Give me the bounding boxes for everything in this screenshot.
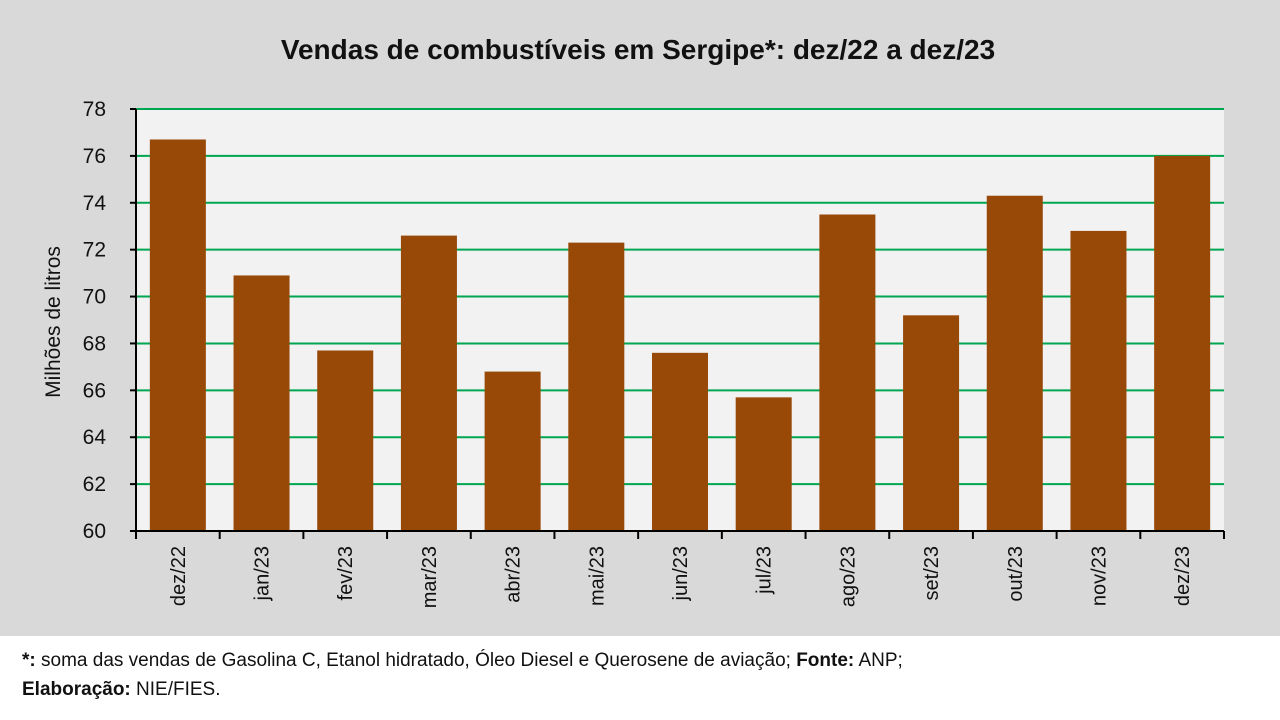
y-tick-label: 78	[83, 98, 106, 121]
y-tick-label: 70	[83, 286, 106, 309]
x-tick-label: jun/23	[670, 546, 692, 602]
bar-dez-22	[149, 139, 206, 531]
x-tick-label: ago/23	[837, 546, 859, 607]
footnote-line-2: Elaboração: NIE/FIES.	[22, 675, 1280, 704]
footnote-source-label: Fonte:	[796, 650, 855, 671]
bar-dez-23	[1154, 155, 1211, 531]
x-tick-label: set/23	[921, 546, 943, 600]
y-tick-label: 72	[83, 239, 106, 262]
bar-chart: 60 62 64 66 68 70 72 74 76 78 Milhões de litros dez…	[42, 98, 1225, 608]
y-tick-label: 60	[83, 520, 106, 543]
y-tick-label: 62	[83, 473, 106, 496]
x-tick-label: nov/23	[1088, 546, 1110, 606]
x-tick-label: dez/23	[1172, 546, 1194, 606]
footnote-line-1: *: soma das vendas de Gasolina C, Etanol…	[22, 646, 1280, 675]
bar-out-23	[986, 195, 1043, 531]
y-tick-label: 74	[83, 192, 107, 215]
x-tick-label: abr/23	[503, 546, 525, 603]
y-tick-label: 66	[83, 379, 106, 402]
y-tick-label: 76	[83, 145, 106, 168]
bar-ago-23	[819, 214, 876, 531]
footnote-source-value: ANP;	[854, 650, 903, 671]
bar-jan-23	[233, 275, 290, 531]
x-tick-label: dez/22	[168, 546, 190, 606]
y-tick-label: 64	[83, 426, 107, 449]
bar-mai-23	[568, 242, 625, 531]
y-tick-label: 68	[83, 332, 106, 355]
footnote-description: soma das vendas de Gasolina C, Etanol hi…	[35, 650, 797, 671]
y-axis-label: Milhões de litros	[42, 246, 65, 398]
bar-jul-23	[735, 397, 792, 531]
chart-area: Vendas de combustíveis em Sergipe*: dez/…	[42, 34, 1225, 609]
bar-abr-23	[484, 371, 541, 531]
bar-set-23	[903, 315, 960, 531]
bar-fev-23	[317, 350, 374, 531]
x-tick-label: jul/23	[754, 546, 776, 595]
footnote-author-label: Elaboração:	[22, 679, 131, 700]
bar-jun-23	[652, 352, 708, 531]
x-tick-label: mai/23	[586, 546, 608, 606]
bar-mar-23	[400, 235, 457, 531]
x-tick-label: mar/23	[419, 546, 441, 608]
footnote: *: soma das vendas de Gasolina C, Etanol…	[0, 636, 1280, 720]
bar-nov-23	[1070, 230, 1127, 531]
footnote-author-value: NIE/FIES.	[130, 679, 221, 700]
x-tick-label: jan/23	[252, 546, 274, 602]
footnote-marker: *:	[22, 650, 36, 671]
x-tick-label: out/23	[1005, 546, 1027, 602]
x-tick-label: fev/23	[335, 546, 357, 600]
chart-title: Vendas de combustíveis em Sergipe*: dez/…	[280, 34, 996, 65]
